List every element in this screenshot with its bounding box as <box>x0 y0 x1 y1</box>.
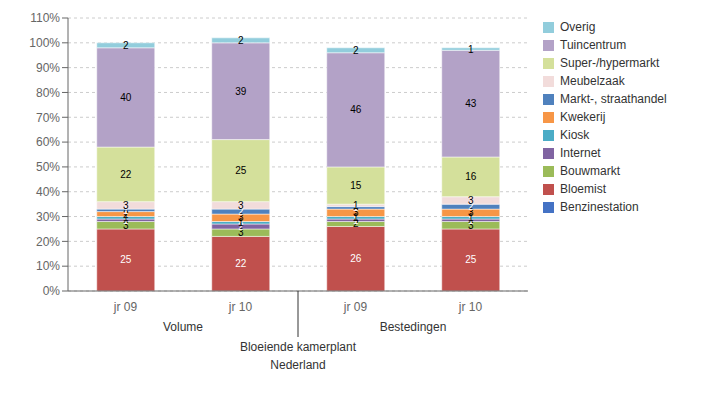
svg-text:2: 2 <box>123 40 129 51</box>
svg-text:0%: 0% <box>43 284 61 298</box>
svg-text:40: 40 <box>120 92 132 103</box>
svg-text:jr 09: jr 09 <box>343 300 368 314</box>
svg-text:60%: 60% <box>36 135 60 149</box>
svg-text:Bestedingen: Bestedingen <box>380 320 447 334</box>
svg-text:3: 3 <box>238 212 244 224</box>
html-text:Internet: Internet <box>560 146 601 160</box>
svg-text:1: 1 <box>353 200 359 211</box>
svg-text:3: 3 <box>468 207 474 219</box>
svg-text:40%: 40% <box>36 185 60 199</box>
svg-text:25: 25 <box>465 254 477 265</box>
svg-text:90%: 90% <box>36 61 60 75</box>
svg-text:jr 09: jr 09 <box>113 300 138 314</box>
svg-text:Volume: Volume <box>163 320 203 334</box>
html-text:Super-/hypermarkt: Super-/hypermarkt <box>560 56 660 70</box>
html-text:Overig: Overig <box>560 20 596 34</box>
svg-text:22: 22 <box>120 169 132 180</box>
svg-text:30%: 30% <box>36 210 60 224</box>
html-text:Meubelzaak: Meubelzaak <box>560 74 625 88</box>
svg-text:80%: 80% <box>36 86 60 100</box>
svg-text:3: 3 <box>468 195 474 206</box>
svg-text:26: 26 <box>350 253 362 264</box>
svg-text:46: 46 <box>350 104 362 115</box>
svg-text:15: 15 <box>350 180 362 191</box>
html-text:Markt-, straathandel: Markt-, straathandel <box>560 92 667 106</box>
svg-text:3: 3 <box>123 200 129 211</box>
svg-text:20%: 20% <box>36 235 60 249</box>
html-text:Bloemist: Bloemist <box>560 182 606 196</box>
svg-text:2: 2 <box>468 201 474 213</box>
svg-text:Bloeiende kamerplant: Bloeiende kamerplant <box>240 340 357 354</box>
svg-text:jr 10: jr 10 <box>228 300 253 314</box>
svg-text:25: 25 <box>235 165 247 176</box>
svg-text:2: 2 <box>238 35 244 46</box>
svg-text:100%: 100% <box>29 36 60 50</box>
svg-text:43: 43 <box>465 98 477 109</box>
svg-text:2: 2 <box>238 206 244 218</box>
svg-text:22: 22 <box>235 258 247 269</box>
svg-text:39: 39 <box>235 86 247 97</box>
svg-text:25: 25 <box>120 254 132 265</box>
svg-text:110%: 110% <box>30 11 60 25</box>
svg-text:3: 3 <box>238 227 244 239</box>
html-text:Benzinestation: Benzinestation <box>560 200 639 214</box>
svg-text:1: 1 <box>468 44 474 55</box>
svg-text:3: 3 <box>238 200 244 211</box>
svg-text:50%: 50% <box>36 160 60 174</box>
html-text:Tuincentrum: Tuincentrum <box>560 38 627 52</box>
svg-text:2: 2 <box>353 45 359 56</box>
html-text:Kiosk: Kiosk <box>560 128 590 142</box>
svg-text:70%: 70% <box>36 111 60 125</box>
html-text:Bouwmarkt: Bouwmarkt <box>560 164 620 178</box>
svg-text:16: 16 <box>465 171 477 182</box>
html-text:Kwekerij: Kwekerij <box>560 110 606 124</box>
svg-text:10%: 10% <box>36 259 60 273</box>
svg-text:jr 10: jr 10 <box>458 300 483 314</box>
svg-text:Nederland: Nederland <box>270 358 325 372</box>
